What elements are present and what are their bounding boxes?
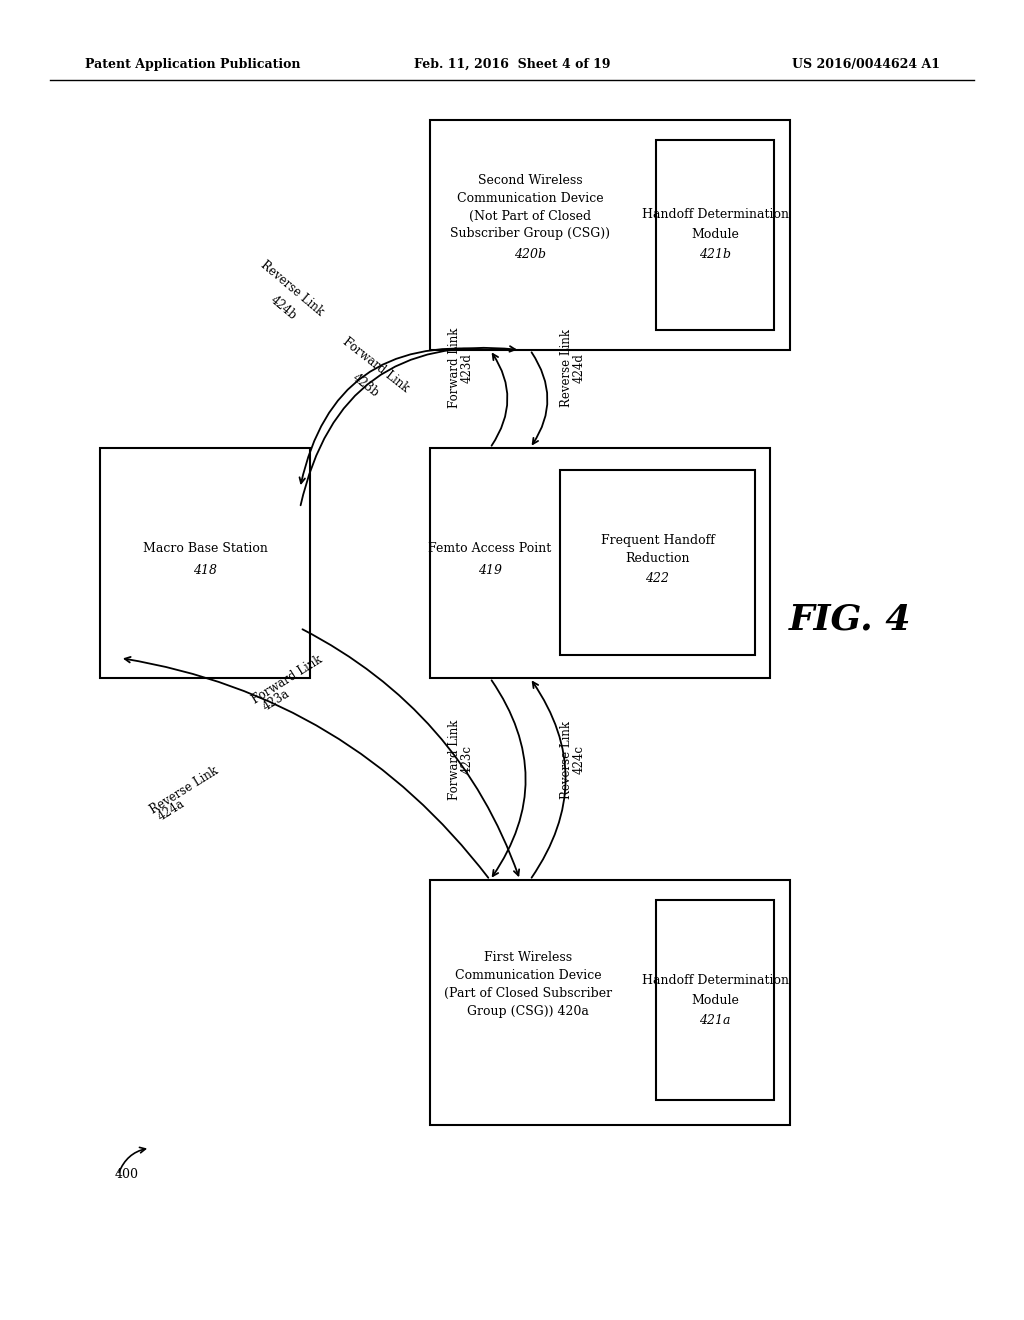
Text: 423b: 423b (350, 371, 382, 400)
Text: Forward Link: Forward Link (449, 719, 461, 800)
Text: FIG. 4: FIG. 4 (788, 603, 911, 638)
Text: 420b: 420b (514, 248, 546, 260)
Text: Subscriber Group (CSG)): Subscriber Group (CSG)) (450, 227, 610, 240)
Text: 421a: 421a (699, 1014, 731, 1027)
Text: First Wireless: First Wireless (484, 950, 572, 964)
Text: 424d: 424d (573, 352, 586, 383)
Text: Group (CSG)) 420a: Group (CSG)) 420a (467, 1005, 589, 1018)
Text: Reverse Link: Reverse Link (560, 329, 573, 407)
Text: 424c: 424c (573, 746, 586, 775)
Text: Feb. 11, 2016  Sheet 4 of 19: Feb. 11, 2016 Sheet 4 of 19 (414, 58, 610, 71)
Bar (430, 447, 770, 678)
Text: (Part of Closed Subscriber: (Part of Closed Subscriber (444, 987, 612, 1001)
Text: 418: 418 (193, 565, 217, 578)
Text: Forward Link: Forward Link (250, 653, 325, 706)
Text: (Not Part of Closed: (Not Part of Closed (469, 210, 591, 223)
Text: Communication Device: Communication Device (457, 191, 603, 205)
Text: 421b: 421b (699, 248, 731, 261)
Text: Reduction: Reduction (626, 552, 690, 565)
Text: Frequent Handoff: Frequent Handoff (600, 535, 715, 546)
Text: Module: Module (691, 994, 739, 1006)
Text: Handoff Determination: Handoff Determination (641, 974, 788, 986)
Text: 424b: 424b (268, 293, 299, 322)
Text: Handoff Determination: Handoff Determination (641, 209, 788, 222)
Text: 419: 419 (478, 565, 502, 578)
Text: 400: 400 (115, 1168, 139, 1181)
Text: Reverse Link: Reverse Link (560, 721, 573, 799)
Text: 424a: 424a (155, 797, 186, 824)
Text: Reverse Link: Reverse Link (258, 257, 326, 318)
Bar (100, 447, 310, 678)
Text: Macro Base Station: Macro Base Station (142, 543, 267, 556)
Bar (430, 120, 790, 350)
Bar (656, 900, 774, 1100)
Text: 422: 422 (645, 572, 670, 585)
Text: Reverse Link: Reverse Link (148, 764, 221, 816)
Text: Module: Module (691, 228, 739, 242)
Text: Communication Device: Communication Device (455, 969, 601, 982)
Text: 423c: 423c (461, 746, 474, 775)
Text: Forward Link: Forward Link (340, 335, 412, 395)
Bar (656, 140, 774, 330)
Text: 423d: 423d (461, 352, 474, 383)
Bar (560, 470, 755, 655)
Text: Second Wireless: Second Wireless (477, 173, 583, 186)
Text: Forward Link: Forward Link (449, 327, 461, 408)
Text: Patent Application Publication: Patent Application Publication (85, 58, 300, 71)
Text: 423a: 423a (260, 686, 292, 713)
Bar (430, 880, 790, 1125)
Text: Femto Access Point: Femto Access Point (428, 543, 552, 556)
Text: US 2016/0044624 A1: US 2016/0044624 A1 (792, 58, 940, 71)
